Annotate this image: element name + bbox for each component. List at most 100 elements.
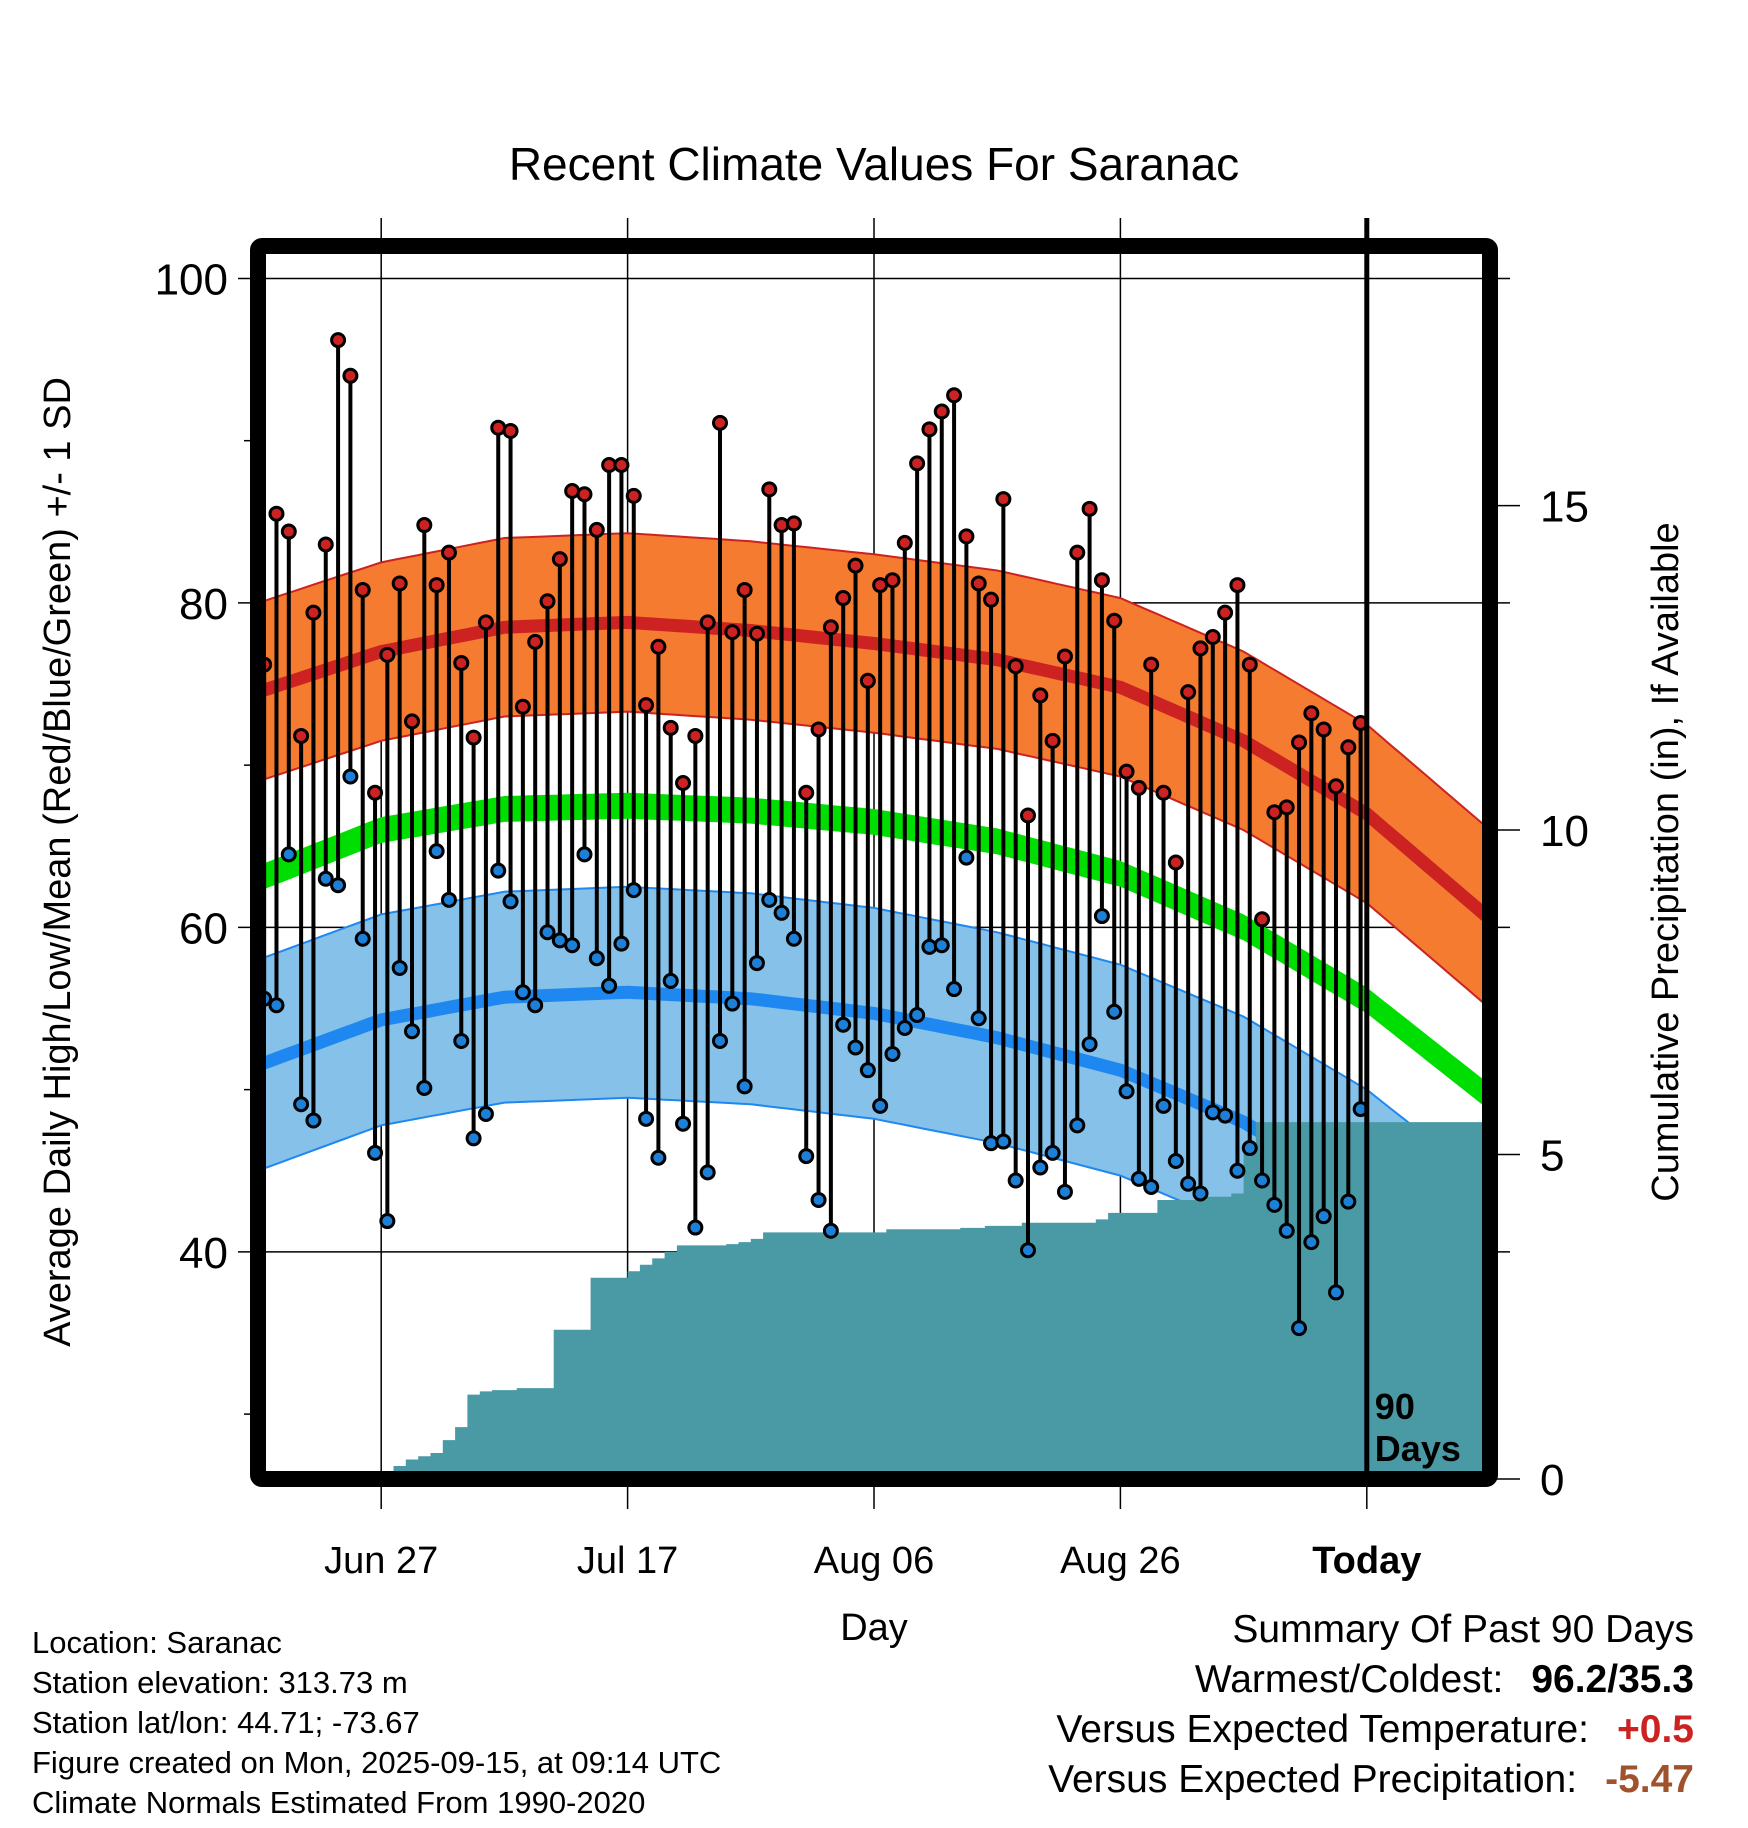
low-dot-day-5 — [305, 1112, 322, 1129]
low-dot-day-83 — [1266, 1196, 1283, 1213]
high-dot-day-77 — [1192, 640, 1209, 657]
high-dot-day-72 — [1130, 779, 1147, 796]
high-dot-day-80 — [1229, 577, 1246, 594]
high-dot-day-53 — [896, 534, 913, 551]
low-dot-day-23 — [527, 997, 544, 1014]
high-dot-day-42 — [761, 481, 778, 498]
low-dot-day-27 — [576, 846, 593, 863]
low-dot-day-30 — [613, 935, 630, 952]
low-dot-day-9 — [354, 930, 371, 947]
high-dot-day-54 — [909, 455, 926, 472]
high-dot-day-13 — [404, 713, 420, 730]
x-tick-label-jun-27: Jun 27 — [324, 1540, 438, 1582]
high-dot-day-86 — [1303, 705, 1320, 722]
low-dot-day-15 — [428, 843, 445, 860]
high-dot-day-10 — [367, 784, 384, 801]
high-dot-day-71 — [1118, 763, 1135, 780]
warmest-value: 96.2/35.3 — [1531, 1658, 1694, 1701]
high-dot-day-79 — [1217, 604, 1234, 621]
low-dot-day-76 — [1180, 1175, 1197, 1192]
low-dot-day-16 — [440, 891, 457, 908]
low-dot-day-81 — [1241, 1140, 1258, 1157]
precipitation-area — [258, 1122, 1490, 1479]
high-dot-day-37 — [699, 614, 716, 631]
high-dot-day-87 — [1315, 721, 1332, 738]
low-dot-day-48 — [835, 1016, 852, 1033]
high-dot-day-50 — [859, 672, 876, 689]
high-dot-day-11 — [379, 646, 396, 663]
low-dot-day-79 — [1217, 1107, 1234, 1124]
low-dot-day-26 — [564, 937, 581, 954]
high-dot-day-61 — [995, 491, 1012, 508]
latlon-text: Station lat/lon: 44.71; -73.67 — [32, 1705, 420, 1740]
low-dot-day-35 — [675, 1115, 692, 1132]
high-dot-day-88 — [1328, 778, 1344, 795]
summary-precip-row: Versus Expected Precipitation: -5.47 — [1048, 1755, 1694, 1805]
high-dot-day-18 — [465, 729, 482, 746]
low-dot-day-57 — [946, 981, 963, 998]
low-dot-day-7 — [330, 877, 347, 894]
high-dot-day-73 — [1143, 656, 1160, 673]
low-dot-day-14 — [416, 1080, 433, 1097]
elevation-text: Station elevation: 313.73 m — [32, 1665, 408, 1700]
high-dot-day-89 — [1340, 739, 1357, 756]
high-dot-day-68 — [1081, 500, 1098, 517]
high-dot-day-46 — [810, 721, 827, 738]
low-dot-day-88 — [1328, 1284, 1344, 1301]
y-tick-label-60: 60 — [179, 904, 228, 953]
low-dot-day-86 — [1303, 1234, 1320, 1251]
low-dot-day-66 — [1056, 1183, 1073, 1200]
high-dot-day-22 — [514, 698, 531, 715]
low-normal-band — [258, 885, 1490, 1400]
temp-value: +0.5 — [1617, 1708, 1694, 1751]
low-dot-day-44 — [785, 930, 802, 947]
low-dot-day-24 — [539, 924, 556, 941]
low-dot-day-75 — [1167, 1153, 1184, 1170]
low-dot-day-8 — [342, 768, 359, 785]
high-normal-band — [258, 532, 1490, 1010]
high-dot-day-59 — [970, 575, 987, 592]
low-dot-day-13 — [404, 1023, 420, 1040]
low-dot-day-12 — [391, 959, 408, 976]
high-normal-line — [258, 615, 1490, 925]
summary-heading: Summary Of Past 90 Days — [1232, 1608, 1694, 1651]
low-dot-day-47 — [822, 1222, 839, 1239]
high-dot-day-6 — [317, 536, 334, 553]
high-dot-day-33 — [650, 638, 667, 655]
high-dot-day-28 — [588, 521, 605, 538]
high-dot-day-85 — [1291, 734, 1308, 751]
high-dot-day-17 — [453, 654, 470, 671]
high-dot-day-9 — [354, 581, 371, 598]
x-tick-label-aug-06: Aug 06 — [814, 1540, 934, 1582]
high-dot-day-24 — [539, 593, 556, 610]
low-dot-day-82 — [1254, 1172, 1271, 1189]
low-dot-day-84 — [1278, 1222, 1295, 1239]
temp-label: Versus Expected Temperature: — [1056, 1708, 1589, 1751]
location-text: Location: Saranac — [32, 1625, 282, 1660]
high-dot-day-7 — [330, 332, 347, 349]
x-tick-label-today: Today — [1312, 1540, 1421, 1582]
high-dot-day-41 — [748, 625, 765, 642]
low-dot-day-64 — [1032, 1159, 1049, 1176]
low-dot-day-3 — [280, 846, 297, 863]
x-axis-label: Day — [840, 1607, 908, 1649]
high-dot-day-34 — [662, 719, 679, 736]
low-dot-day-63 — [1020, 1242, 1036, 1259]
low-dot-day-61 — [995, 1133, 1012, 1150]
low-dot-day-72 — [1130, 1170, 1147, 1187]
y-axis-label: Average Daily High/Low/Mean (Red/Blue/Gr… — [37, 377, 79, 1347]
low-dot-day-51 — [872, 1097, 889, 1114]
chart-title: Recent Climate Values For Saranac — [509, 138, 1239, 190]
high-dot-day-81 — [1241, 656, 1258, 673]
high-dot-day-56 — [933, 403, 950, 420]
axes: 100 80 60 40 15 10 5 0 Jun 27 Jul 17 Aug 06 Aug 26 T… — [155, 255, 1589, 1582]
low-dot-day-37 — [699, 1164, 716, 1181]
station-info: Location: Saranac Station elevation: 313… — [32, 1623, 721, 1823]
high-dot-day-48 — [835, 590, 852, 607]
high-dot-day-63 — [1020, 807, 1036, 824]
y-tick-label-80: 80 — [179, 580, 228, 629]
high-dot-day-36 — [687, 727, 704, 744]
low-dot-day-77 — [1192, 1185, 1209, 1202]
high-dot-day-38 — [712, 414, 728, 431]
